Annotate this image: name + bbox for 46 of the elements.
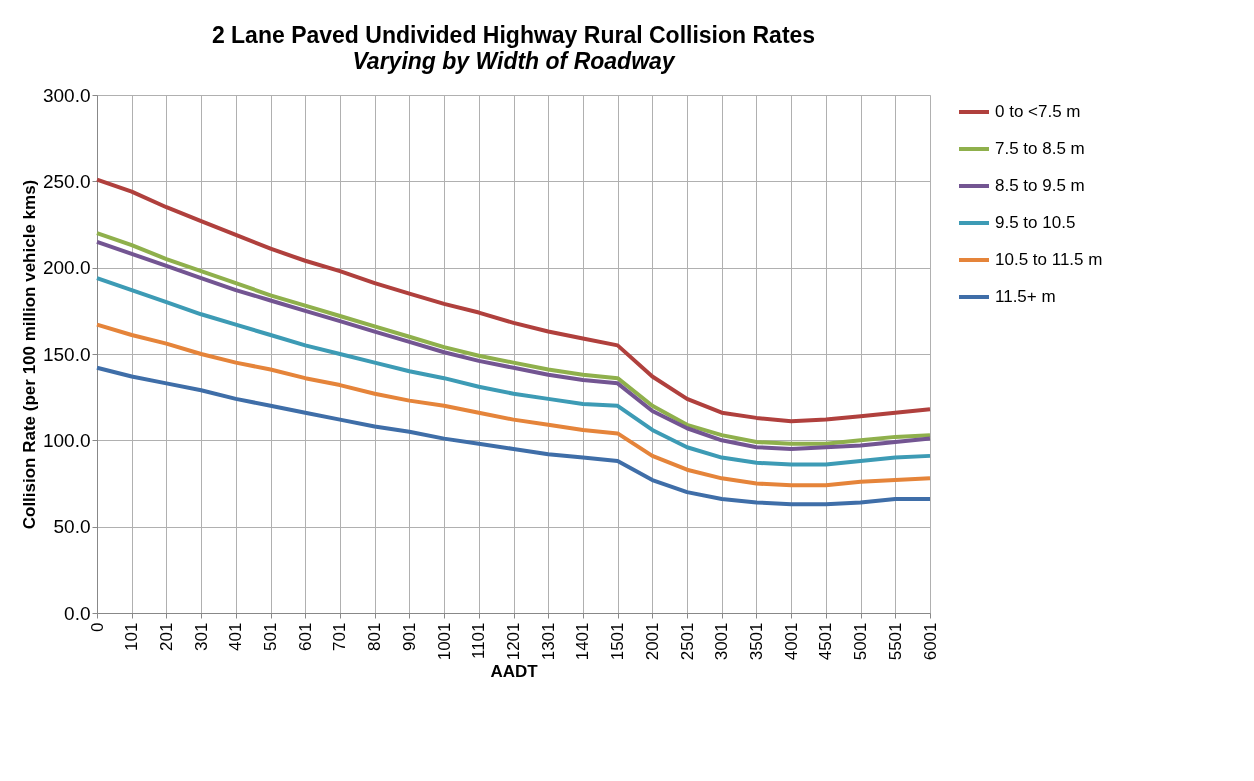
x-tick-label: 1101 [469, 622, 489, 660]
y-axis-title: Collision Rate (per 100 million vehicle kms) [19, 179, 39, 530]
y-tick-label: 300.0 [42, 84, 91, 106]
x-tick-label: 601 [295, 622, 315, 651]
y-tick-label: 0.0 [64, 602, 91, 624]
x-tick-label: 1301 [538, 622, 558, 661]
x-tick-label: 901 [399, 622, 419, 651]
line-series [95, 177, 932, 424]
x-tick-label: 1401 [573, 622, 593, 661]
y-tick-label: 100.0 [42, 429, 91, 451]
x-tick-label: 4501 [816, 622, 836, 661]
legend-label: 10.5 to 11.5 m [995, 250, 1103, 269]
legend-label: 11.5+ m [995, 287, 1056, 306]
x-tick-label: 401 [226, 622, 246, 651]
x-tick-label: 0 [87, 622, 107, 632]
legend-label: 8.5 to 9.5 m [995, 176, 1085, 195]
y-tick-label: 200.0 [42, 257, 91, 279]
x-tick-label: 5001 [851, 622, 871, 661]
x-tick-label: 5501 [885, 622, 905, 661]
y-tick-label: 50.0 [53, 516, 91, 538]
x-tick-label: 2001 [642, 622, 662, 661]
x-tick-label: 701 [330, 622, 350, 651]
x-tick-label: 1201 [504, 622, 523, 661]
x-tick-label: 6001 [920, 622, 940, 661]
x-tick-label: 3001 [712, 622, 732, 661]
line-series [95, 276, 932, 467]
line-series [95, 365, 932, 507]
x-tick-label: 2501 [677, 622, 697, 661]
x-tick-label: 3501 [746, 622, 766, 661]
y-tick-label: 150.0 [42, 343, 91, 365]
line-series [95, 322, 932, 488]
x-tick-label: 301 [191, 622, 211, 651]
x-tick-label: 4001 [781, 622, 801, 661]
x-tick-label: 101 [122, 622, 142, 651]
chart-subtitle: Varying by Width of Roadway [352, 48, 676, 74]
x-tick-label: 201 [156, 622, 176, 651]
x-tick-label: 501 [261, 622, 281, 651]
legend-label: 7.5 to 8.5 m [995, 139, 1085, 158]
x-tick-label: 801 [365, 622, 385, 651]
x-tick-label: 1501 [608, 622, 628, 661]
y-tick-label: 250.0 [42, 170, 91, 192]
chart-title: 2 Lane Paved Undivided Highway Rural Collision Rates [211, 22, 816, 48]
legend-label: 9.5 to 10.5 [995, 213, 1076, 232]
x-axis-title: AADT [490, 662, 539, 682]
legend-label: 0 to <7.5 m [995, 102, 1081, 121]
x-tick-label: 1001 [434, 622, 454, 661]
